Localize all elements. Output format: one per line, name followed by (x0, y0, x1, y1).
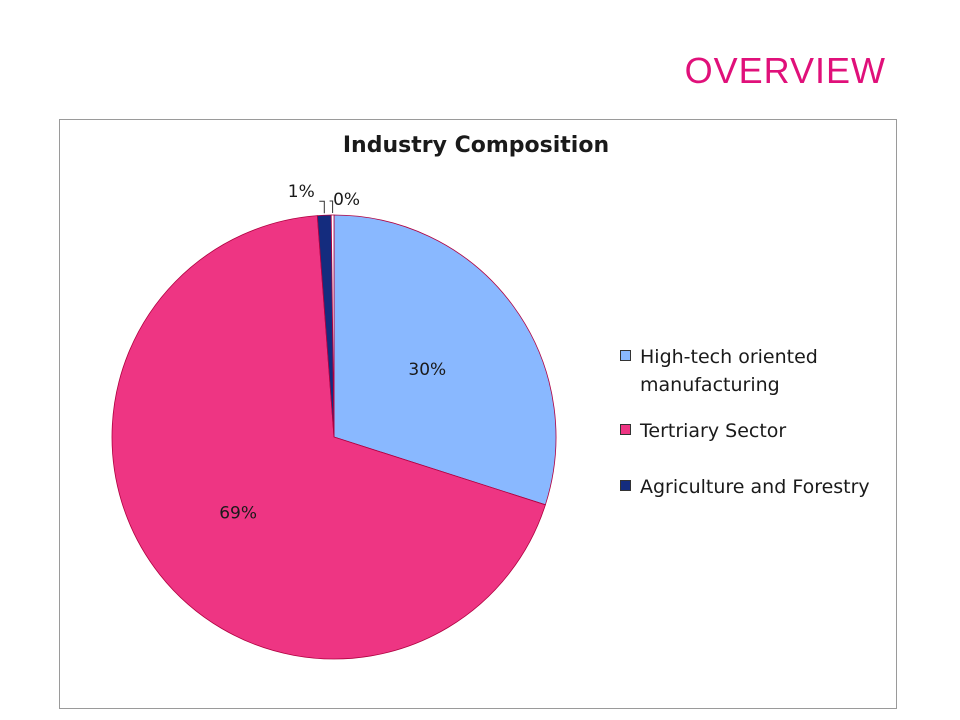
data-label-other: 0% (333, 190, 360, 210)
leader-line-agriculture (319, 200, 325, 214)
chart-title: Industry Composition (342, 133, 610, 158)
slice-other (330, 214, 335, 438)
slide-title: OVERVIEW (684, 50, 886, 91)
legend-label-tertiary: Tertriary Sector (640, 420, 787, 442)
legend-label-high-tech: High-tech oriented manufacturing (640, 346, 818, 396)
legend-item-agriculture: Agriculture and Forestry (620, 473, 890, 501)
legend-label-agriculture: Agriculture and Forestry (640, 476, 870, 498)
data-label-agriculture: 1% (288, 182, 315, 202)
legend-item-high-tech: High-tech oriented manufacturing (620, 343, 890, 399)
legend-item-tertiary: Tertriary Sector (620, 417, 890, 445)
legend-swatch-tertiary (620, 424, 631, 435)
slice-tertiary (111, 215, 546, 660)
data-label-tertiary: 69% (219, 504, 257, 524)
chart-legend: High-tech oriented manufacturing Tertria… (620, 343, 890, 519)
leader-line-other (329, 200, 334, 213)
legend-swatch-agriculture (620, 480, 631, 491)
data-label-high-tech: 30% (408, 360, 446, 380)
slice-high-tech (333, 214, 557, 506)
legend-swatch-high-tech (620, 350, 631, 361)
